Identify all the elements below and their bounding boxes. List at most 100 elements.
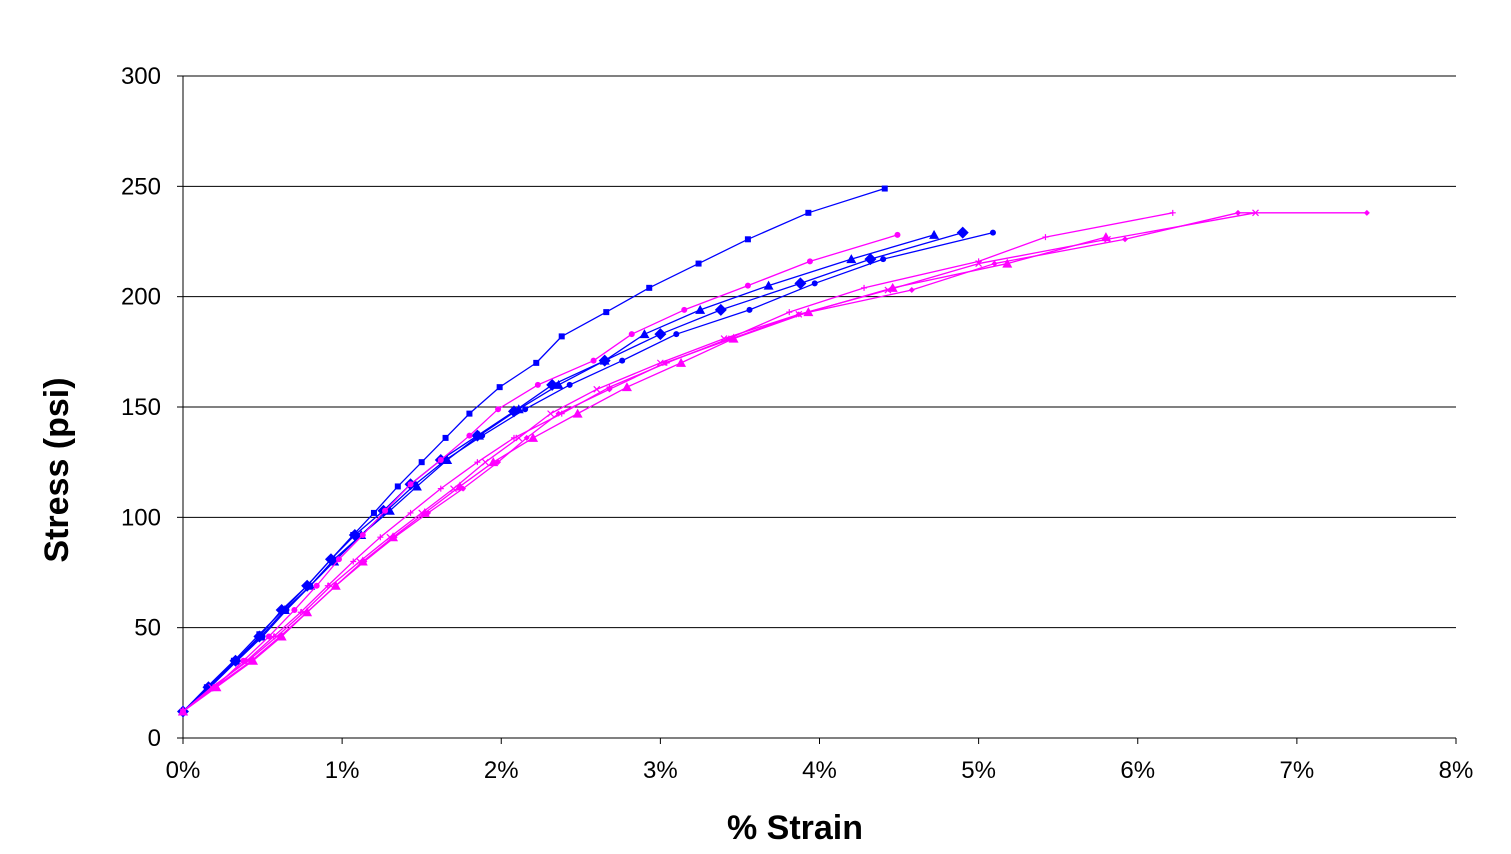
data-point: [522, 406, 529, 413]
data-point: [795, 311, 802, 318]
data-point: [881, 185, 888, 192]
data-point: [763, 280, 774, 290]
data-point: [437, 485, 444, 492]
data-point: [332, 582, 339, 589]
data-point: [361, 558, 368, 565]
data-point: [273, 633, 281, 640]
y-tick-label: 250: [121, 173, 161, 200]
data-point: [805, 209, 812, 216]
x-axis-title: % Strain: [727, 809, 863, 847]
data-point: [811, 280, 818, 287]
data-point: [370, 509, 377, 516]
data-point: [510, 434, 517, 441]
y-tick-label: 0: [148, 725, 161, 752]
data-point: [335, 556, 342, 563]
series-5: [180, 231, 901, 715]
data-point: [746, 306, 753, 313]
data-point: [418, 509, 426, 517]
data-point: [1363, 209, 1370, 216]
x-tick-label: 2%: [484, 757, 519, 784]
data-point: [619, 357, 626, 364]
data-point: [377, 534, 384, 541]
data-point: [407, 509, 414, 516]
data-point: [513, 404, 524, 414]
data-point: [566, 381, 573, 388]
data-point: [407, 481, 414, 488]
data-point: [313, 582, 320, 589]
data-point: [534, 381, 541, 388]
data-point: [555, 410, 562, 417]
data-point: [975, 260, 983, 267]
y-tick-label: 150: [121, 394, 161, 421]
data-point: [1234, 209, 1241, 216]
data-point: [547, 410, 555, 418]
series-9: [180, 209, 1370, 715]
data-point: [695, 304, 706, 314]
data-point: [654, 328, 667, 341]
data-point: [277, 633, 284, 640]
data-point: [662, 359, 669, 366]
data-point: [528, 432, 539, 442]
data-point: [1104, 235, 1111, 243]
y-tick-label: 100: [121, 504, 161, 531]
series-line: [182, 212, 1367, 713]
gridlines: [183, 75, 1456, 629]
series-line: [182, 187, 885, 712]
data-point: [418, 459, 425, 466]
data-point: [606, 386, 613, 393]
series-line: [182, 234, 898, 713]
series-8: [179, 209, 1259, 715]
data-point: [391, 534, 398, 541]
data-point: [496, 384, 503, 391]
y-tick-label: 50: [134, 615, 161, 642]
data-point: [466, 432, 473, 439]
data-point: [989, 229, 996, 236]
series-4: [178, 229, 940, 716]
data-point: [1122, 236, 1129, 243]
data-point: [991, 260, 998, 267]
data-point: [208, 683, 216, 691]
series-line: [182, 232, 994, 713]
data-point: [248, 657, 255, 664]
y-tick-label: 200: [121, 284, 161, 311]
data-point: [442, 434, 449, 441]
data-point: [300, 608, 308, 616]
data-point: [304, 609, 311, 616]
series-line: [182, 212, 1256, 713]
x-tick-label: 8%: [1439, 757, 1474, 784]
data-point: [466, 410, 473, 417]
data-point: [1042, 234, 1049, 241]
data-point: [593, 385, 601, 393]
data-point: [572, 408, 583, 418]
series-3: [180, 229, 996, 715]
data-point: [806, 258, 813, 265]
data-point: [639, 329, 650, 339]
data-point: [599, 355, 610, 365]
data-point: [279, 605, 290, 615]
data-point: [1169, 209, 1176, 216]
series-line: [182, 234, 935, 712]
data-series: [177, 185, 1370, 718]
series-1: [180, 185, 888, 715]
x-tick-label: 1%: [325, 757, 360, 784]
x-tick-label: 6%: [1120, 757, 1155, 784]
data-point: [230, 655, 241, 665]
data-point: [382, 507, 389, 514]
data-point: [411, 481, 422, 491]
data-point: [884, 286, 892, 294]
data-point: [1002, 258, 1013, 268]
data-point: [442, 454, 453, 464]
series-7: [180, 209, 1176, 715]
data-point: [908, 287, 915, 294]
data-point: [291, 607, 298, 614]
axes: [177, 75, 1457, 744]
data-point: [473, 430, 484, 440]
data-point: [646, 284, 653, 291]
data-point: [265, 633, 272, 640]
data-point: [553, 379, 564, 389]
data-point: [359, 531, 366, 538]
data-point: [523, 434, 530, 441]
data-point: [350, 558, 357, 565]
series-6: [178, 232, 1111, 716]
data-point: [558, 333, 565, 340]
